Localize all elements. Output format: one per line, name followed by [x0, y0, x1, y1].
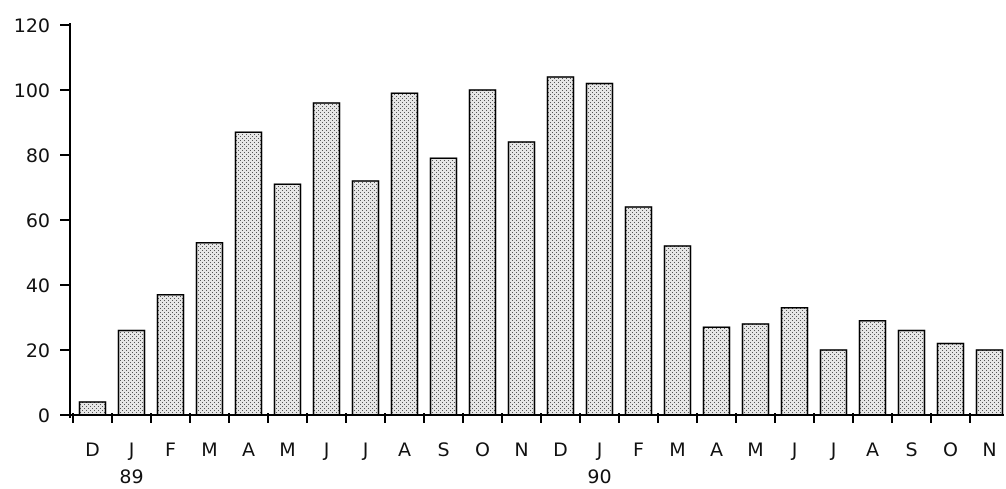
bar — [663, 245, 692, 416]
y-tick-label: 20 — [26, 340, 50, 362]
x-tick-label: S — [437, 439, 449, 461]
year-label: 89 — [119, 466, 143, 488]
bar — [234, 131, 263, 416]
bar — [156, 294, 185, 416]
bar — [312, 102, 341, 416]
x-tick-label: D — [85, 439, 100, 461]
x-axis: D J F M A M J J A S O N D J F M A M J J A S O N 89 90 — [70, 413, 1004, 488]
x-tick-label: F — [633, 439, 644, 461]
x-tick-label: O — [943, 439, 958, 461]
y-tick-label: 40 — [26, 275, 50, 297]
x-tick-label: J — [323, 439, 330, 461]
y-tick-label: 60 — [26, 210, 50, 232]
x-tick-label: A — [398, 439, 411, 461]
bar — [858, 320, 887, 416]
x-tick-label: A — [710, 439, 723, 461]
bar — [624, 206, 653, 416]
bar — [585, 82, 614, 416]
x-tick-label: M — [669, 439, 685, 461]
bar — [819, 349, 848, 416]
x-tick-label: N — [514, 439, 528, 461]
x-tick-label: J — [596, 439, 603, 461]
bar — [78, 401, 107, 416]
y-tick-label: 0 — [38, 405, 50, 427]
bar — [351, 180, 380, 416]
x-tick-label: S — [905, 439, 917, 461]
x-tick-label: M — [279, 439, 295, 461]
bar — [390, 92, 419, 416]
x-tick-label: J — [362, 439, 369, 461]
x-tick-label: N — [982, 439, 996, 461]
bar — [897, 329, 926, 416]
x-tick-label: J — [791, 439, 798, 461]
bars — [78, 76, 1004, 416]
x-tick-label: M — [201, 439, 217, 461]
x-tick-label: F — [165, 439, 176, 461]
x-tick-label: M — [747, 439, 763, 461]
x-tick-label: J — [830, 439, 837, 461]
bar — [780, 307, 809, 416]
x-tick-label: O — [475, 439, 490, 461]
bar — [117, 329, 146, 416]
y-tick-label: 80 — [26, 145, 50, 167]
bar — [429, 157, 458, 416]
bar — [468, 89, 497, 416]
year-label: 90 — [587, 466, 611, 488]
bar — [702, 326, 731, 416]
bar — [936, 342, 965, 416]
y-axis: 0 20 40 60 80 100 120 — [14, 15, 71, 427]
x-tick-label: A — [242, 439, 255, 461]
x-tick-label: A — [866, 439, 879, 461]
bar — [975, 349, 1004, 416]
bar — [741, 323, 770, 416]
x-tick-label: D — [553, 439, 568, 461]
y-tick-label: 100 — [14, 80, 50, 102]
bar — [273, 183, 302, 416]
bar — [546, 76, 575, 416]
x-tick-label: J — [128, 439, 135, 461]
y-tick-label: 120 — [14, 15, 50, 37]
bar — [195, 242, 224, 416]
bar — [507, 141, 536, 416]
